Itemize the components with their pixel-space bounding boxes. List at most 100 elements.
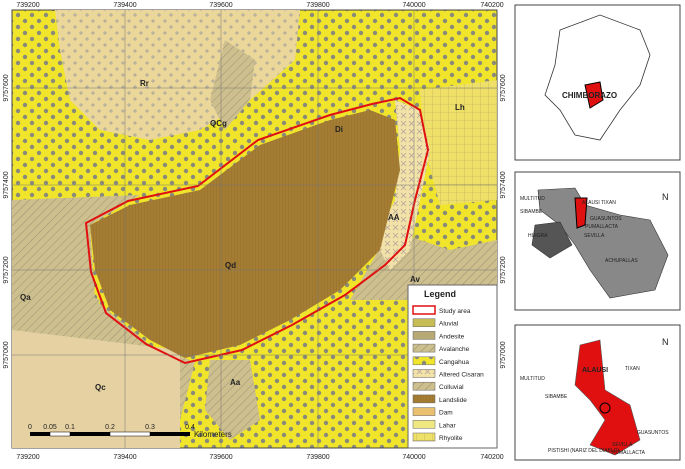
y-coordinate: 9757400 <box>3 171 10 198</box>
study-area-outline <box>84 96 430 365</box>
place-label: GUASUNTOS <box>637 430 669 436</box>
scale-bar-segment <box>49 431 71 437</box>
scale-unit: Kilometers <box>194 430 232 439</box>
unit-area <box>420 80 497 205</box>
place-label: TIXAN <box>625 366 640 372</box>
place-label: PISTISHI (NARIZ DEL DIABLO) <box>548 448 620 454</box>
place-label: SEVILLA <box>612 442 633 448</box>
place-label: MULTITUD <box>520 376 545 382</box>
parish-area <box>574 339 641 456</box>
scale-label: 0.1 <box>65 424 75 431</box>
inset-province: CHIMBORAZO <box>514 4 681 161</box>
scale-label: 0.2 <box>105 424 115 431</box>
place-label: PUMALLACTA <box>612 450 646 456</box>
study-highlight <box>574 197 588 229</box>
x-coordinate: 740200 <box>480 2 503 9</box>
legend-swatch <box>412 331 436 340</box>
inset-parish: N MULTITUD ALAUSI TIXAN SIBAMBE GUASUNTOS PIS… <box>514 324 681 461</box>
legend-label: Andesite <box>439 333 465 340</box>
x-coordinate: 739800 <box>306 454 329 461</box>
legend-swatch <box>412 432 436 442</box>
legend-swatch <box>412 318 436 327</box>
unit-label: Aa <box>230 378 241 387</box>
legend-label: Altered Cisaran <box>439 372 484 379</box>
unit-label: AA <box>388 213 400 222</box>
scale-label: 0 <box>28 424 32 431</box>
legend-swatch <box>412 407 436 416</box>
place-label: ACHUPALLAS <box>605 258 638 264</box>
legend-swatch <box>412 381 436 391</box>
province-highlight <box>584 81 604 109</box>
country-outline <box>544 14 651 141</box>
unit-label: Av <box>410 275 420 284</box>
y-coordinate: 9757400 <box>500 171 507 198</box>
unit-label: Qc <box>95 383 106 392</box>
study-marker <box>599 402 611 414</box>
x-coordinate: 739200 <box>16 454 39 461</box>
legend-label: Avalanche <box>439 346 470 353</box>
unit-label: Rr <box>140 79 149 88</box>
y-coordinate: 9757000 <box>500 341 507 368</box>
north-arrow: N <box>662 337 669 347</box>
legend-title: Legend <box>424 289 456 299</box>
unit-label: QCg <box>210 119 227 128</box>
x-coordinate: 739400 <box>113 454 136 461</box>
north-arrow: N <box>662 192 669 202</box>
x-coordinate: 739200 <box>16 2 39 9</box>
place-label: PUMALLACTA <box>585 224 619 230</box>
x-coordinate: 739600 <box>209 2 232 9</box>
inset-canton: N MULTITUD SIBAMBE ALAUSI TIXAN GUASUNTOS PU… <box>514 171 681 311</box>
place-label: HUIGRA <box>528 233 548 239</box>
x-coordinate: 739800 <box>306 2 329 9</box>
legend-label: Aluvial <box>439 321 459 328</box>
legend-swatch <box>412 305 436 315</box>
x-coordinate: 740000 <box>402 454 425 461</box>
legend-label: Landslide <box>439 397 467 404</box>
y-coordinate: 9757200 <box>500 256 507 283</box>
scale-label: 0.4 <box>185 424 195 431</box>
legend-label: Colluvial <box>439 384 464 391</box>
scale-bar-segment <box>109 431 151 437</box>
legend-swatch <box>412 356 436 366</box>
legend-label: Dam <box>439 410 453 417</box>
unit-area <box>12 330 180 448</box>
place-label: ALAUSI <box>582 367 608 374</box>
place-label: MULTITUD <box>520 196 545 202</box>
legend-swatch <box>412 343 436 353</box>
place-label: SIBAMBE <box>520 209 543 215</box>
unit-label: Lh <box>455 103 465 112</box>
legend-swatch <box>412 394 436 404</box>
legend-label: Cangahua <box>439 359 469 366</box>
place-label: GUASUNTOS <box>590 216 622 222</box>
unit-label: Di <box>335 125 343 134</box>
legend-label: Lahar <box>439 422 456 429</box>
x-coordinate: 739400 <box>113 2 136 9</box>
landslide-area <box>90 110 400 358</box>
legend-swatch <box>412 369 436 378</box>
x-coordinate: 739600 <box>209 454 232 461</box>
legend-label: Study area <box>439 308 471 315</box>
y-coordinate: 9757600 <box>500 74 507 101</box>
legend-label: Rhyolite <box>439 435 463 442</box>
unit-area <box>12 280 100 320</box>
inset-label: CHIMBORAZO <box>562 91 617 100</box>
unit-area <box>205 360 260 440</box>
canton-area <box>531 221 573 259</box>
legend: Legend Study area Aluvial Andesite Avalanch… <box>407 284 498 449</box>
place-label: ALAUSI TIXAN <box>582 200 616 206</box>
y-coordinate: 9757000 <box>3 341 10 368</box>
scale-label: 0.3 <box>145 424 155 431</box>
main-map: Rr QCg Di Lh AA Qd Av Qa Aa Qc <box>11 9 498 449</box>
place-label: SIBAMBE <box>545 394 568 400</box>
unit-label: Qd <box>225 261 236 270</box>
y-coordinate: 9757200 <box>3 256 10 283</box>
unit-area <box>55 10 300 140</box>
legend-swatch <box>412 420 436 429</box>
place-label: SEVILLA <box>584 233 605 239</box>
y-coordinate: 9757600 <box>3 74 10 101</box>
x-coordinate: 740000 <box>402 2 425 9</box>
unit-label: Qa <box>20 293 31 302</box>
scale-label: 0.05 <box>43 424 57 431</box>
